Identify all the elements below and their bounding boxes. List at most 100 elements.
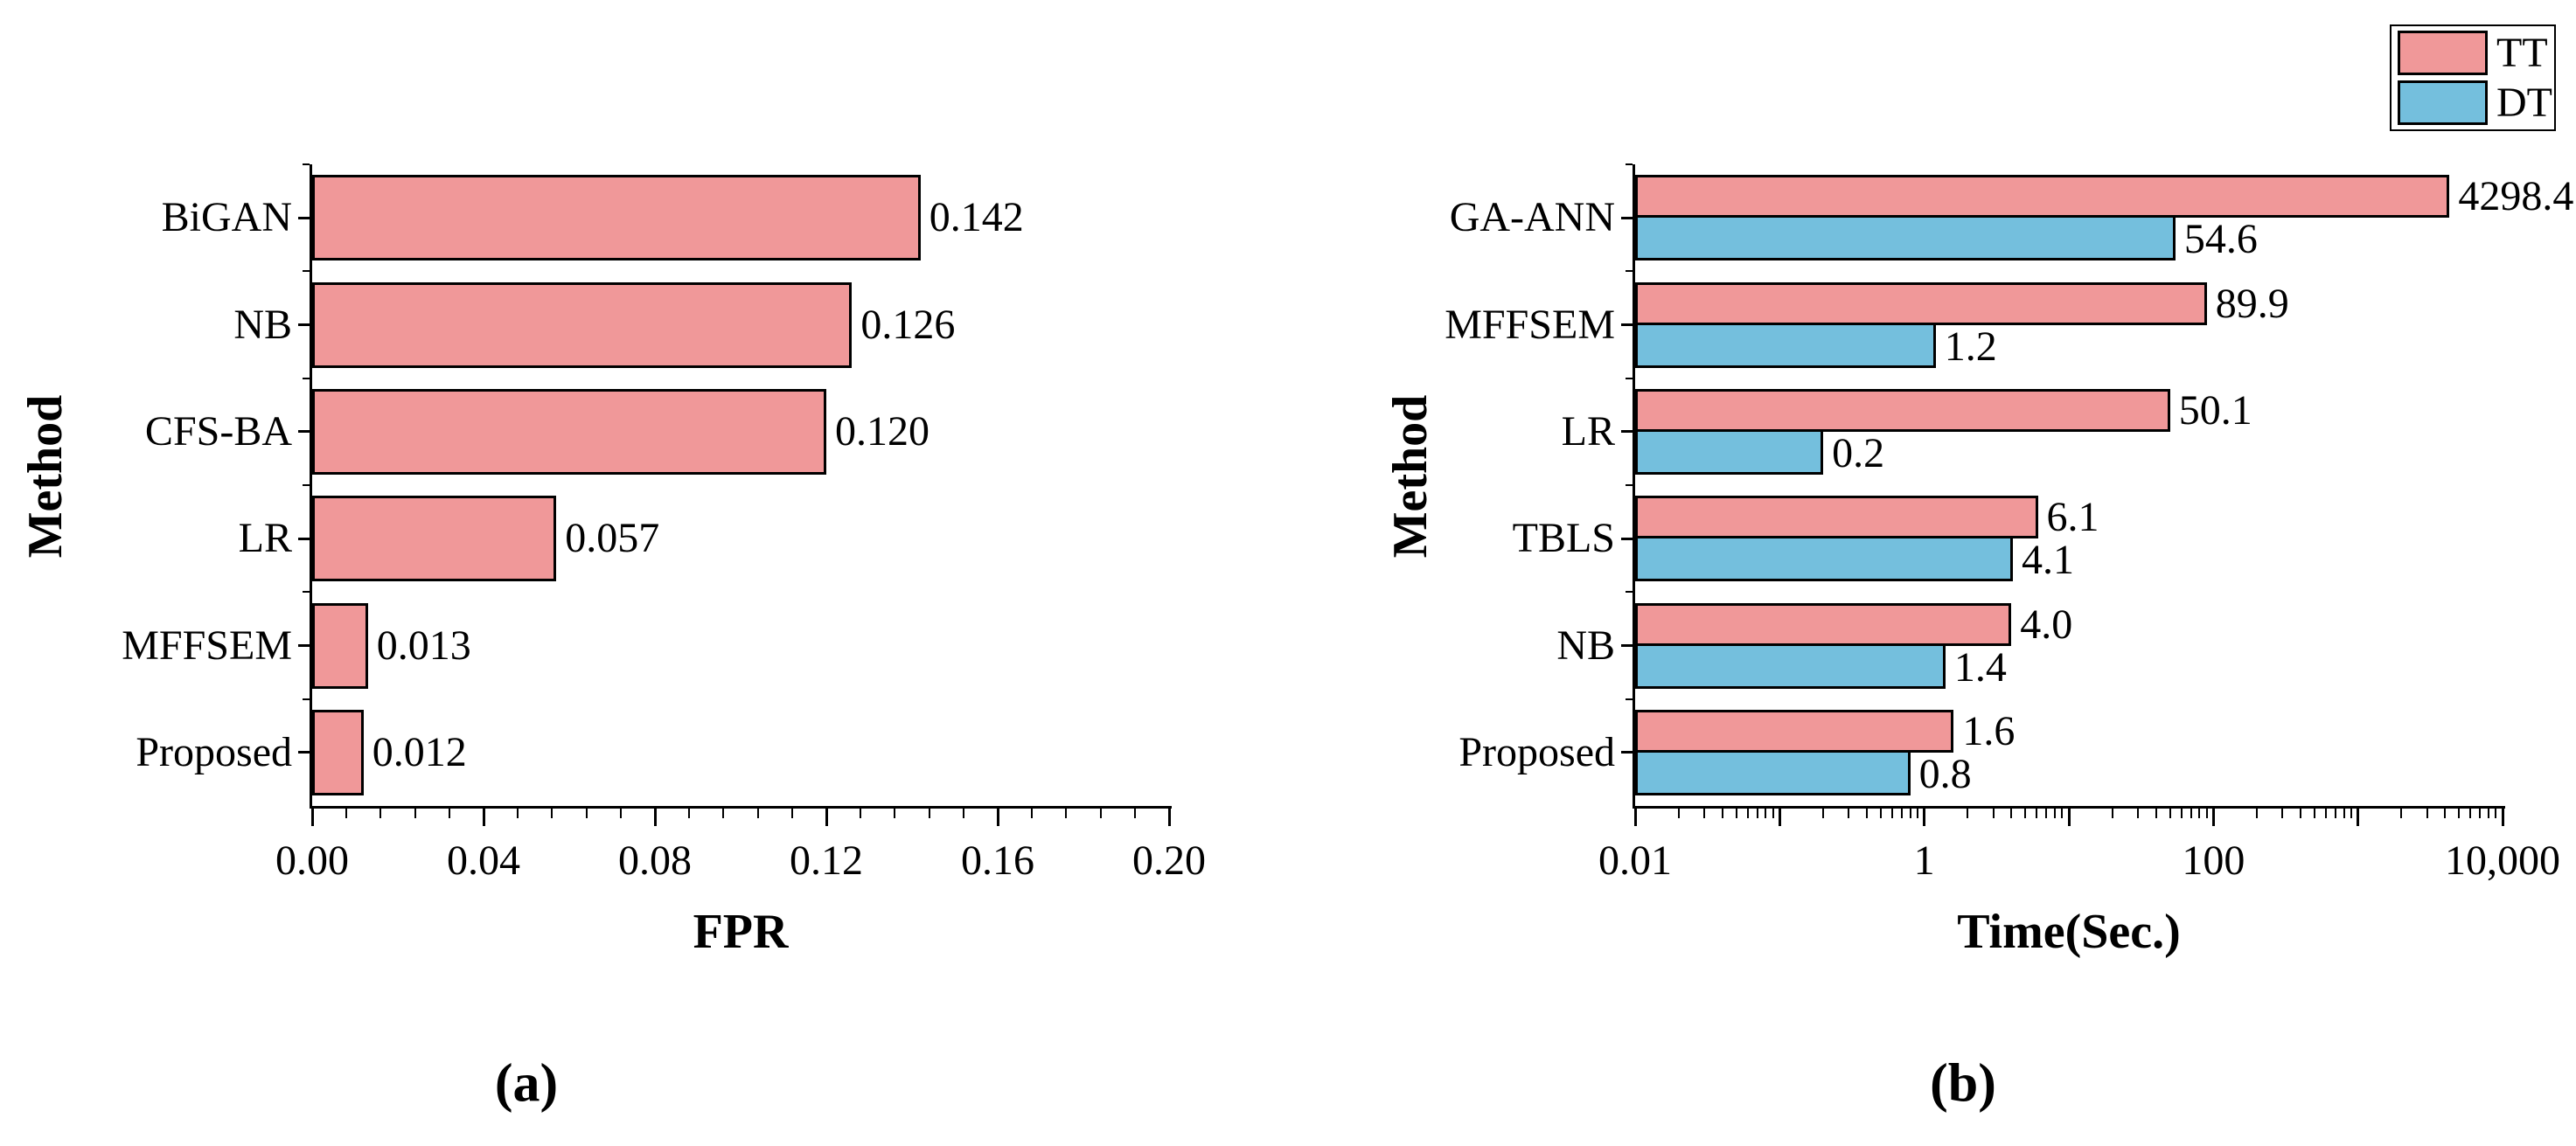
value-label-bigan: 0.142 [929, 194, 1024, 241]
x-minor-tick [2053, 809, 2056, 818]
y-axis-line [310, 164, 312, 809]
category-label-ga-ann: GA-ANN [1449, 194, 1615, 241]
x-minor-tick [1822, 809, 1825, 818]
category-label-mffsem: MFFSEM [1445, 301, 1615, 348]
x-minor-tick [928, 809, 930, 818]
x-minor-tick [2350, 809, 2353, 818]
x-minor-tick [2487, 809, 2489, 818]
category-label-proposed: Proposed [136, 728, 292, 775]
bar-dt-tbls [1635, 536, 2013, 582]
bar-tt-nb [1635, 602, 2012, 646]
y-major-tick [1621, 430, 1633, 434]
y-minor-tick [1626, 163, 1633, 165]
y-major-tick [298, 323, 310, 326]
bar-nb [312, 281, 853, 368]
value-label-cfs-ba: 0.120 [835, 407, 929, 455]
bar-dt-nb [1635, 642, 1946, 689]
category-label-cfs-ba: CFS-BA [144, 407, 292, 455]
bar-dt-proposed [1635, 749, 1911, 795]
value-label-dt-lr: 0.2 [1832, 429, 1885, 476]
x-minor-tick [790, 809, 793, 818]
y-minor-tick [303, 484, 310, 486]
y-minor-tick [303, 377, 310, 379]
x-minor-tick [2458, 809, 2461, 818]
x-minor-tick [2024, 809, 2027, 818]
x-minor-tick [1879, 809, 1882, 818]
x-minor-tick [1865, 809, 1868, 818]
x-minor-tick [894, 809, 896, 818]
y-major-tick [298, 537, 310, 540]
x-decade-tick [2067, 809, 2071, 826]
x-minor-tick [2111, 809, 2113, 818]
value-label-dt-nb: 1.4 [1953, 643, 2007, 691]
value-label-nb: 0.126 [860, 301, 956, 348]
bar-mffsem [312, 602, 368, 689]
caption-a: (a) [494, 1053, 559, 1114]
y-minor-tick [1626, 698, 1633, 700]
x-minor-tick [1890, 809, 1893, 818]
legend-entry-dt: DT [2398, 80, 2554, 125]
value-label-dt-tbls: 4.1 [2021, 537, 2074, 584]
x-major-tick [482, 809, 485, 826]
x-minor-tick [2299, 809, 2301, 818]
x-minor-tick [1721, 809, 1723, 818]
bar-tt-lr [1635, 388, 2170, 432]
x-minor-tick [688, 809, 691, 818]
value-label-proposed: 0.012 [372, 728, 467, 775]
y-minor-tick [1626, 591, 1633, 594]
x-minor-tick [2198, 809, 2201, 818]
x-minor-tick [1967, 809, 1969, 818]
x-minor-tick [2343, 809, 2345, 818]
category-label-proposed: Proposed [1459, 728, 1615, 775]
x-tick-label: 1 [1913, 837, 1935, 884]
y-minor-tick [303, 698, 310, 700]
x-minor-tick [1133, 809, 1136, 818]
bar-dt-mffsem [1635, 322, 1936, 368]
x-decade-tick [2357, 809, 2360, 826]
x-minor-tick [1099, 809, 1102, 818]
x-minor-tick [1065, 809, 1068, 818]
x-tick-label: 0.16 [961, 837, 1034, 884]
category-label-lr: LR [238, 515, 292, 562]
x-major-tick [1923, 809, 1926, 826]
x-minor-tick [2180, 809, 2183, 818]
x-major-tick [1167, 809, 1171, 826]
x-minor-tick [2313, 809, 2315, 818]
x-minor-tick [448, 809, 450, 818]
x-minor-tick [1901, 809, 1904, 818]
x-minor-tick [2324, 809, 2327, 818]
value-label-tt-nb: 4.0 [2020, 601, 2073, 648]
legend-entry-tt: TT [2398, 31, 2554, 75]
x-minor-tick [1772, 809, 1774, 818]
bar-tt-tbls [1635, 496, 2038, 539]
x-minor-tick [2136, 809, 2139, 818]
y-minor-tick [303, 591, 310, 594]
x-minor-tick [860, 809, 862, 818]
category-label-tbls: TBLS [1512, 515, 1615, 562]
legend-label-tt: TT [2496, 30, 2548, 76]
bar-tt-mffsem [1635, 281, 2207, 325]
bar-cfs-ba [312, 388, 826, 475]
x-minor-tick [2061, 809, 2064, 818]
value-label-tt-tbls: 6.1 [2046, 494, 2099, 541]
x-tick-label: 0.04 [447, 837, 520, 884]
x-minor-tick [2190, 809, 2192, 818]
bar-tt-ga-ann [1635, 175, 2450, 219]
y-major-tick [298, 430, 310, 434]
legend-swatch-tt [2398, 31, 2488, 75]
y-minor-tick [1626, 484, 1633, 486]
x-tick-label: 0.20 [1132, 837, 1206, 884]
bar-bigan [312, 175, 921, 261]
x-minor-tick [2426, 809, 2428, 818]
value-label-dt-mffsem: 1.2 [1944, 323, 1997, 370]
x-axis-line [1633, 806, 2505, 809]
x-minor-tick [2045, 809, 2048, 818]
x-axis-title-a: FPR [693, 905, 789, 959]
x-minor-tick [1746, 809, 1749, 818]
x-minor-tick [2169, 809, 2171, 818]
x-major-tick [996, 809, 999, 826]
y-major-tick [1621, 323, 1633, 326]
x-major-tick [2211, 809, 2215, 826]
x-minor-tick [1765, 809, 1767, 818]
